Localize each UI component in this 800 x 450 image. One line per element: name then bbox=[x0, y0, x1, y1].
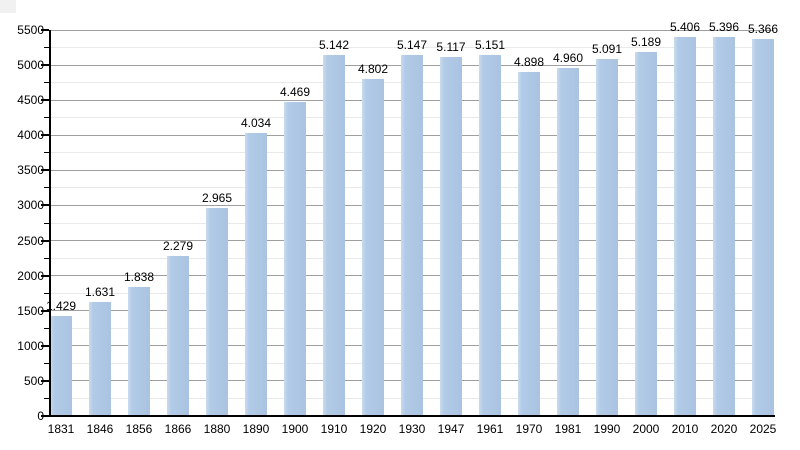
bar bbox=[167, 256, 189, 416]
bar-value-label: 5.151 bbox=[474, 37, 506, 52]
x-tick-label: 2020 bbox=[710, 422, 738, 436]
corner-artifact bbox=[0, 0, 16, 13]
bar-value-label: 4.034 bbox=[240, 115, 272, 130]
x-tick-label: 1981 bbox=[554, 422, 582, 436]
x-tick-label: 1880 bbox=[203, 422, 231, 436]
major-tick-mark bbox=[41, 204, 49, 207]
bar bbox=[440, 56, 462, 416]
minor-tick-mark bbox=[44, 117, 49, 119]
bar-value-label: 5.142 bbox=[318, 38, 350, 53]
major-tick-mark bbox=[41, 134, 49, 137]
bar bbox=[362, 79, 384, 416]
x-tick-label: 1866 bbox=[164, 422, 192, 436]
bar bbox=[284, 102, 306, 416]
bar bbox=[401, 54, 423, 416]
y-tick-label: 3500 bbox=[17, 163, 44, 178]
bar-value-label: 1.838 bbox=[123, 270, 155, 285]
bar-value-label: 5.406 bbox=[669, 19, 701, 34]
x-tick-label: 1961 bbox=[476, 422, 504, 436]
major-tick-mark bbox=[41, 64, 49, 67]
bar-value-label: 2.279 bbox=[162, 239, 194, 254]
bar-value-label: 1.429 bbox=[45, 298, 77, 313]
major-tick-mark bbox=[41, 379, 49, 382]
x-tick-label: 1831 bbox=[47, 422, 75, 436]
x-tick-label: 1900 bbox=[281, 422, 309, 436]
x-tick-label: 1890 bbox=[242, 422, 270, 436]
major-tick-mark bbox=[41, 344, 49, 347]
major-tick-mark bbox=[41, 239, 49, 242]
minor-gridline bbox=[50, 47, 774, 49]
x-tick-label: 2000 bbox=[632, 422, 660, 436]
plot-area: 1.429 1.631 1.838 2.279 2.965 4.034 4.469 5.142… bbox=[41, 20, 778, 417]
minor-tick-mark bbox=[44, 152, 49, 154]
minor-tick-mark bbox=[44, 187, 49, 189]
y-tick-label: 3000 bbox=[17, 198, 44, 213]
bar bbox=[50, 315, 72, 416]
x-tick-label: 1947 bbox=[437, 422, 465, 436]
minor-tick-mark bbox=[44, 362, 49, 364]
bar-value-label: 5.117 bbox=[436, 39, 466, 54]
major-tick-mark bbox=[41, 309, 49, 312]
y-tick-label: 5000 bbox=[17, 58, 44, 73]
y-tick-label: 2500 bbox=[17, 233, 44, 248]
bar bbox=[557, 67, 579, 416]
x-tick-label: 1930 bbox=[398, 422, 426, 436]
bar bbox=[518, 72, 540, 416]
bar-value-label: 5.091 bbox=[591, 41, 623, 56]
y-tick-label: 4000 bbox=[17, 128, 44, 143]
y-tick-label: 1000 bbox=[17, 338, 44, 353]
bar bbox=[596, 58, 618, 416]
minor-tick-mark bbox=[44, 222, 49, 224]
major-gridline bbox=[50, 29, 774, 31]
bar bbox=[323, 55, 345, 416]
x-tick-label: 1920 bbox=[359, 422, 387, 436]
bar-value-label: 1.631 bbox=[84, 284, 116, 299]
x-tick-label: 1990 bbox=[593, 422, 621, 436]
x-tick-label: 1910 bbox=[320, 422, 348, 436]
y-tick-label: 4500 bbox=[17, 93, 44, 108]
bar-value-label: 5.396 bbox=[708, 20, 740, 35]
y-tick-label: 0 bbox=[0, 409, 44, 423]
major-tick-mark bbox=[41, 415, 49, 417]
minor-tick-mark bbox=[44, 327, 49, 329]
major-tick-mark bbox=[41, 169, 49, 172]
minor-tick-mark bbox=[44, 397, 49, 399]
bar-value-label: 5.189 bbox=[630, 34, 662, 49]
minor-tick-mark bbox=[44, 292, 49, 294]
bar bbox=[713, 37, 735, 416]
major-tick-mark bbox=[41, 29, 49, 31]
bar-value-label: 2.965 bbox=[201, 190, 233, 205]
bar bbox=[128, 287, 150, 416]
x-tick-label: 2025 bbox=[749, 422, 777, 436]
y-tick-label: 500 bbox=[23, 373, 44, 388]
bar-value-label: 5.147 bbox=[396, 37, 428, 52]
bar bbox=[752, 39, 774, 416]
minor-tick-mark bbox=[44, 257, 49, 259]
bar-value-label: 4.960 bbox=[552, 50, 584, 65]
bar-value-label: 4.802 bbox=[357, 62, 389, 76]
major-tick-mark bbox=[41, 274, 49, 277]
bar bbox=[206, 207, 228, 416]
y-tick-label: 2000 bbox=[17, 268, 44, 283]
major-tick-mark bbox=[41, 99, 49, 102]
y-tick-label: 1500 bbox=[17, 303, 44, 318]
bar bbox=[479, 54, 501, 416]
minor-tick-mark bbox=[44, 47, 49, 49]
y-tick-label: 5500 bbox=[17, 23, 44, 37]
bar bbox=[674, 36, 696, 416]
x-tick-label: 1846 bbox=[86, 422, 114, 436]
bar-value-label: 4.469 bbox=[279, 85, 311, 100]
minor-tick-mark bbox=[44, 82, 49, 84]
bar-value-label: 5.366 bbox=[747, 22, 779, 37]
bar-value-label: 4.898 bbox=[513, 55, 545, 70]
x-tick-label: 1970 bbox=[515, 422, 543, 436]
x-tick-label: 2010 bbox=[671, 422, 699, 436]
x-tick-label: 1856 bbox=[125, 422, 153, 436]
y-axis-line bbox=[49, 30, 51, 416]
x-axis-line bbox=[49, 415, 775, 417]
bar bbox=[89, 301, 111, 416]
bar bbox=[245, 132, 267, 416]
bar bbox=[635, 51, 657, 416]
